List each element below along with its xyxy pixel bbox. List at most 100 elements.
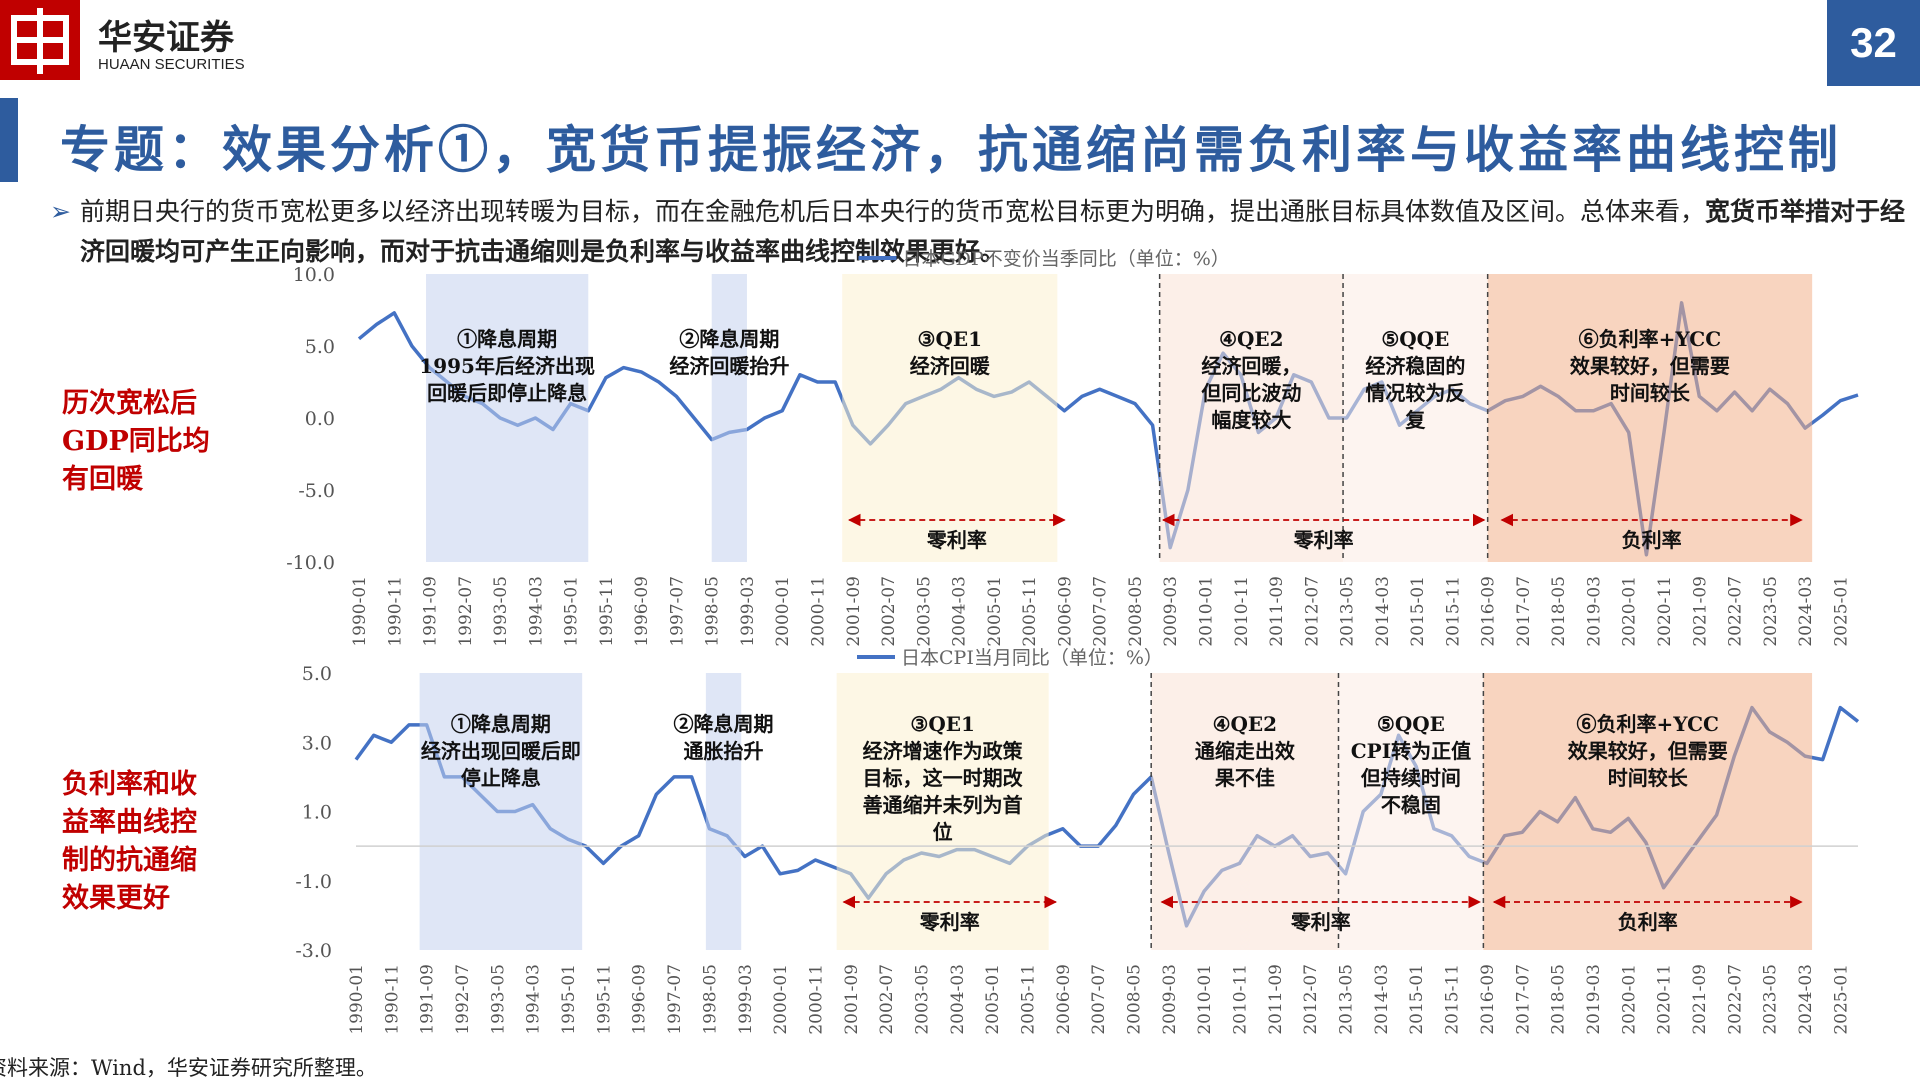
y-tick-label: -10.0 (286, 552, 335, 574)
logo (0, 0, 80, 80)
source: 资料来源：Wind，华安证券研究所整理。 (0, 1056, 377, 1080)
x-tick-label: 2022-07 (1726, 576, 1746, 647)
x-tick-label: 2004-03 (950, 576, 970, 647)
period-label: 经济回暖， (1201, 354, 1301, 378)
x-tick-label: 2023-05 (1761, 964, 1781, 1035)
x-tick-label: 1999-03 (736, 964, 756, 1035)
period-label: ④QE2 (1213, 712, 1278, 736)
x-tick-label: 2012-07 (1301, 964, 1321, 1035)
x-tick-label: 2007-07 (1089, 964, 1109, 1035)
title: 专题：效果分析①，宽货币提振经济，抗通缩尚需负利率与收益率曲线控制 (60, 120, 1842, 179)
x-tick-label: 1992-07 (456, 576, 476, 647)
x-tick-label: 2020-01 (1620, 576, 1640, 647)
x-tick-label: 1998-05 (700, 964, 720, 1035)
period-label: 经济回暖抬升 (669, 354, 789, 378)
period-band (426, 274, 589, 562)
x-tick-label: 2015-01 (1408, 576, 1428, 647)
x-tick-label: 1993-05 (488, 964, 508, 1035)
period-label: ①降息周期 (457, 327, 557, 351)
y-tick-label: 3.0 (302, 732, 332, 754)
x-tick-label: 2008-05 (1126, 576, 1146, 647)
legend-label: 日本GDP不变价当季同比（单位：%） (903, 248, 1230, 270)
rate-span-label: 负利率 (1618, 910, 1678, 934)
period-label: 通胀抬升 (684, 739, 764, 763)
x-tick-label: 1990-11 (385, 576, 405, 647)
x-tick-label: 2003-05 (912, 964, 932, 1035)
period-label: 善通缩并未列为首 (863, 793, 1023, 817)
x-tick-label: 2025-01 (1831, 964, 1851, 1035)
period-label: ①降息周期 (451, 712, 551, 736)
x-tick-label: 2016-09 (1478, 964, 1498, 1035)
period-label: 目标，这一时期改 (863, 766, 1024, 790)
side-label-line: GDP同比均 (62, 426, 210, 457)
period-label: ③QE1 (910, 712, 975, 736)
y-tick-label: -1.0 (295, 871, 332, 893)
x-tick-label: 2007-07 (1091, 576, 1111, 647)
side-label-line: 效果更好 (62, 883, 170, 914)
period-label: 经济稳固的 (1365, 354, 1465, 378)
x-tick-label: 2008-05 (1125, 964, 1145, 1035)
side-label: 负利率和收 益率曲线控 制的抗通缩 效果更好 (62, 766, 197, 918)
x-tick-label: 2001-09 (842, 964, 862, 1035)
y-tick-label: 5.0 (302, 663, 332, 685)
x-tick-label: 2001-09 (844, 576, 864, 647)
period-label: ②降息周期 (674, 712, 774, 736)
period-label: 但同比波动 (1201, 381, 1301, 405)
y-tick-label: -5.0 (298, 480, 335, 502)
period-label: 果不佳 (1215, 766, 1275, 790)
period-label: ④QE2 (1219, 327, 1284, 351)
x-tick-label: 2024-03 (1796, 576, 1816, 647)
x-tick-label: 1994-03 (524, 964, 544, 1035)
x-tick-label: 2021-09 (1690, 964, 1710, 1035)
y-tick-label: 1.0 (302, 802, 332, 824)
x-tick-label: 2015-01 (1407, 964, 1427, 1035)
x-tick-label: 2013-05 (1338, 576, 1358, 647)
brand: 华安证券 (98, 18, 234, 58)
x-tick-label: 2005-11 (1020, 576, 1040, 647)
x-tick-label: 2005-01 (985, 576, 1005, 647)
x-tick-label: 1991-09 (418, 964, 438, 1035)
x-tick-label: 1992-07 (453, 964, 473, 1035)
side-label-line: 制的抗通缩 (62, 845, 197, 876)
period-label: 不稳固 (1381, 793, 1441, 817)
period-label: 时间较长 (1608, 766, 1689, 790)
period-band (842, 274, 1058, 562)
x-tick-label: 1998-05 (703, 576, 723, 647)
x-tick-label: 2020-11 (1655, 964, 1675, 1035)
period-label: 幅度较大 (1211, 408, 1291, 432)
period-label: 情况较为反 (1365, 381, 1465, 405)
x-tick-label: 1999-03 (738, 576, 758, 647)
x-tick-label: 2014-03 (1372, 964, 1392, 1035)
x-tick-label: 1995-01 (559, 964, 579, 1035)
x-tick-label: 2000-11 (806, 964, 826, 1035)
rate-span-label: 零利率 (1290, 910, 1351, 934)
x-tick-label: 1996-09 (630, 964, 650, 1035)
x-tick-label: 2009-03 (1161, 576, 1181, 647)
period-label: CPI转为正值 (1351, 739, 1471, 763)
y-tick-label: 5.0 (305, 336, 335, 358)
rate-span-label: 零利率 (919, 910, 980, 934)
x-tick-label: 2020-01 (1619, 964, 1639, 1035)
x-tick-label: 1995-01 (562, 576, 582, 647)
period-label: 效果较好，但需要 (1570, 354, 1730, 378)
x-tick-label: 2000-01 (773, 576, 793, 647)
period-band (419, 673, 583, 950)
x-tick-label: 2002-07 (877, 964, 897, 1035)
period-band (1487, 274, 1813, 562)
x-tick-label: 2000-11 (809, 576, 829, 647)
x-tick-label: 2016-09 (1479, 576, 1499, 647)
period-label: 时间较长 (1610, 381, 1691, 405)
x-tick-label: 2010-01 (1196, 576, 1216, 647)
x-tick-label: 2000-01 (771, 964, 791, 1035)
x-tick-label: 1990-01 (350, 576, 370, 647)
x-tick-label: 2003-05 (914, 576, 934, 647)
period-label: 经济增速作为政策 (863, 739, 1024, 763)
title-bar (0, 98, 18, 182)
x-tick-label: 1990-11 (382, 964, 402, 1035)
x-tick-label: 1990-01 (347, 964, 367, 1035)
period-label: ②降息周期 (679, 327, 779, 351)
x-tick-label: 2006-09 (1054, 964, 1074, 1035)
period-label: 位 (933, 820, 953, 844)
x-tick-label: 2005-11 (1018, 964, 1038, 1035)
